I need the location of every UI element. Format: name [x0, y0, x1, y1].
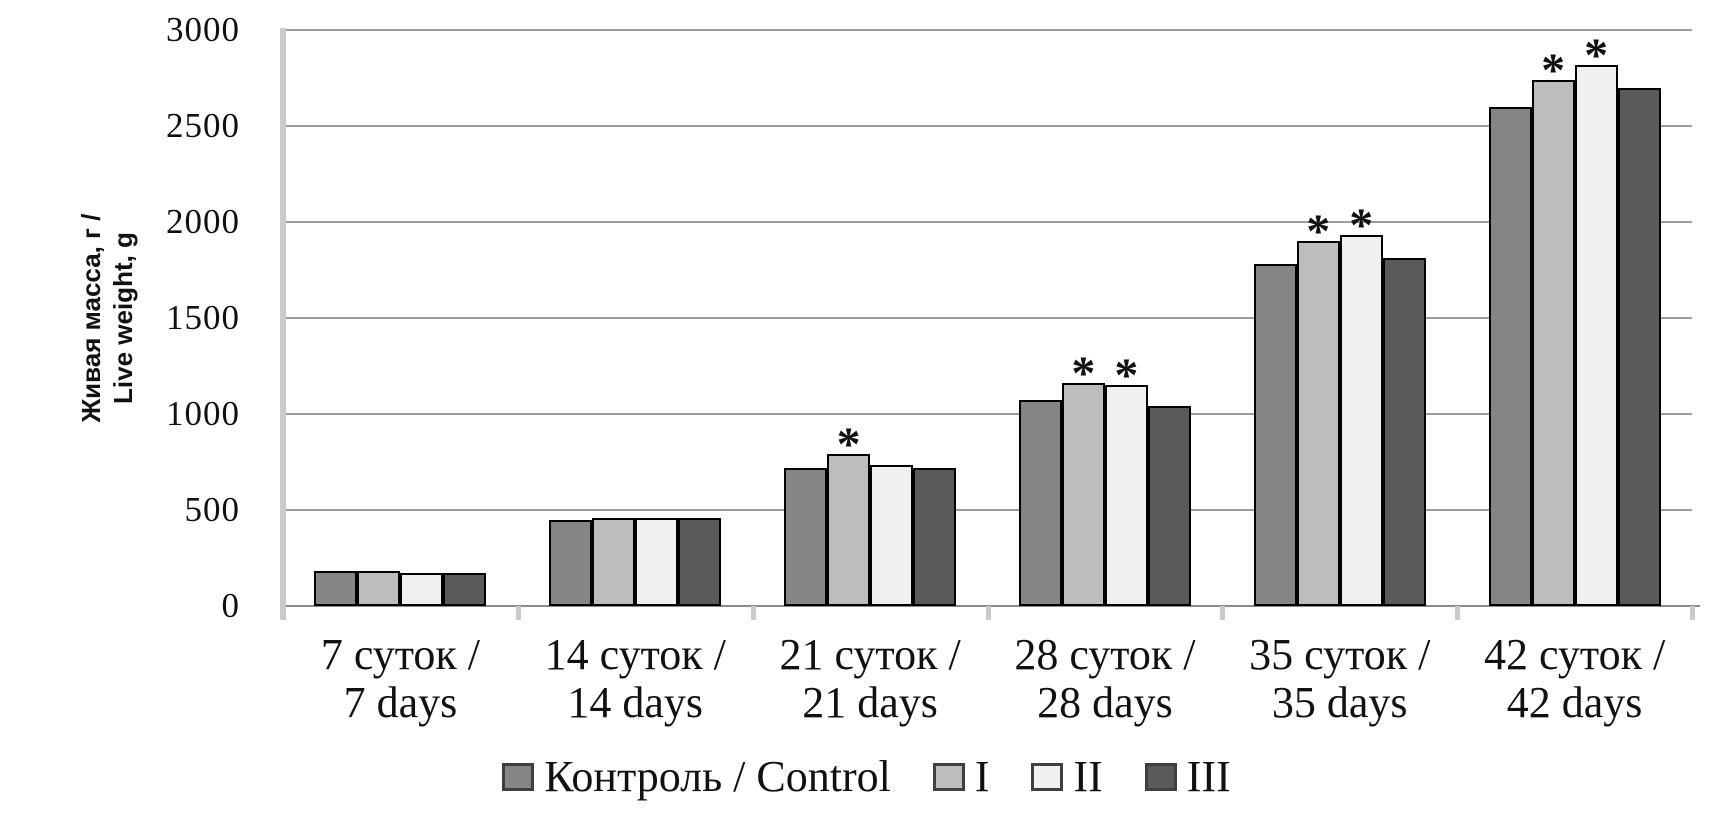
bar-ii-group3: [870, 464, 914, 606]
bar--control-group6: [1488, 106, 1532, 606]
category-label-line2: 35 days: [1271, 678, 1408, 727]
bar-i-group1: [357, 571, 401, 606]
gridline: [283, 221, 1692, 223]
bar-iii-group1: [443, 573, 487, 606]
x-axis-tick: [985, 606, 991, 620]
legend-item: III: [1144, 752, 1231, 802]
legend-swatch: [502, 763, 535, 791]
significance-asterisk: *: [1114, 349, 1139, 403]
bar-i-group5: [1296, 241, 1340, 606]
bar-ii-group6: [1574, 64, 1618, 606]
bar-ii-group1: [400, 573, 444, 606]
x-axis-tick: [515, 606, 521, 620]
legend-item: Контроль / Control: [502, 752, 891, 802]
category-label-line1: 21 суток /: [779, 630, 961, 679]
x-axis-tick: [1220, 606, 1226, 620]
bar-iii-group3: [913, 467, 957, 606]
legend-label: Контроль / Control: [544, 752, 891, 801]
x-axis-tick: [1690, 606, 1695, 620]
bar-ii-group2: [635, 517, 679, 606]
legend-swatch: [1031, 763, 1064, 791]
category-label-line1: 28 суток /: [1014, 630, 1196, 679]
significance-asterisk: *: [1071, 347, 1096, 401]
category-label-line2: 28 days: [1037, 678, 1173, 727]
bar-ii-group5: [1339, 235, 1383, 606]
bar--control-group2: [549, 519, 593, 606]
bar-i-group2: [592, 517, 636, 606]
category-label: 42 суток /42 days: [1457, 631, 1692, 727]
category-label-line1: 42 суток /: [1483, 630, 1666, 679]
significance-asterisk: *: [836, 418, 861, 472]
y-tick-label: 2500: [166, 106, 240, 145]
y-tick-label: 0: [221, 586, 240, 625]
y-tick-label: 1000: [166, 394, 240, 433]
legend-item: II: [1031, 752, 1103, 802]
bar-iii-group2: [678, 517, 722, 606]
category-label-line2: 14 days: [567, 678, 704, 727]
category-label: 21 суток /21 days: [753, 631, 988, 727]
bar--control-group3: [784, 467, 828, 606]
bar-iii-group6: [1617, 87, 1661, 606]
bar-i-group6: [1531, 79, 1575, 606]
gridline: [283, 413, 1692, 415]
bar-ii-group4: [1104, 385, 1148, 606]
bar--control-group1: [314, 571, 358, 606]
y-tick-label: 3000: [166, 10, 240, 49]
category-label-line1: 14 суток /: [544, 630, 726, 679]
significance-asterisk: *: [1584, 28, 1609, 82]
category-label-line2: 7 days: [343, 678, 458, 727]
category-label: 7 суток /7 days: [283, 631, 518, 727]
y-tick-label: 500: [184, 490, 240, 529]
category-label: 35 суток /35 days: [1222, 631, 1457, 727]
category-label-line1: 35 суток /: [1249, 630, 1431, 679]
y-tick-label: 1500: [166, 298, 240, 337]
bar--control-group5: [1253, 264, 1297, 606]
gridline: [283, 125, 1692, 127]
bar--control-group4: [1018, 399, 1062, 606]
x-axis-tick: [281, 606, 286, 620]
bar-iii-group5: [1382, 258, 1426, 606]
category-label-line2: 21 days: [802, 678, 938, 727]
significance-asterisk: *: [1349, 199, 1374, 253]
x-axis-tick: [1455, 606, 1461, 620]
x-axis-tick: [750, 606, 756, 620]
legend-swatch: [1144, 763, 1177, 791]
category-label-line2: 42 days: [1506, 678, 1643, 727]
gridline: [283, 317, 1692, 319]
legend-label: II: [1073, 752, 1103, 801]
legend-label: I: [974, 752, 990, 801]
gridline: [283, 509, 1692, 511]
significance-asterisk: *: [1541, 43, 1566, 97]
y-axis-band: [280, 28, 286, 619]
legend-item: I: [932, 752, 990, 802]
legend-swatch: [932, 763, 965, 791]
legend-label: III: [1186, 752, 1231, 801]
legend: Контроль / Control I II III: [0, 752, 1733, 802]
bar-i-group4: [1061, 383, 1105, 606]
category-label: 28 суток /28 days: [988, 631, 1223, 727]
gridline: [283, 29, 1692, 31]
significance-asterisk: *: [1306, 205, 1331, 259]
category-label: 14 суток /14 days: [518, 631, 753, 727]
bar-i-group3: [827, 454, 871, 606]
category-label-line1: 7 суток /: [320, 630, 481, 679]
y-tick-label: 2000: [166, 202, 240, 241]
bar-iii-group4: [1147, 406, 1191, 606]
